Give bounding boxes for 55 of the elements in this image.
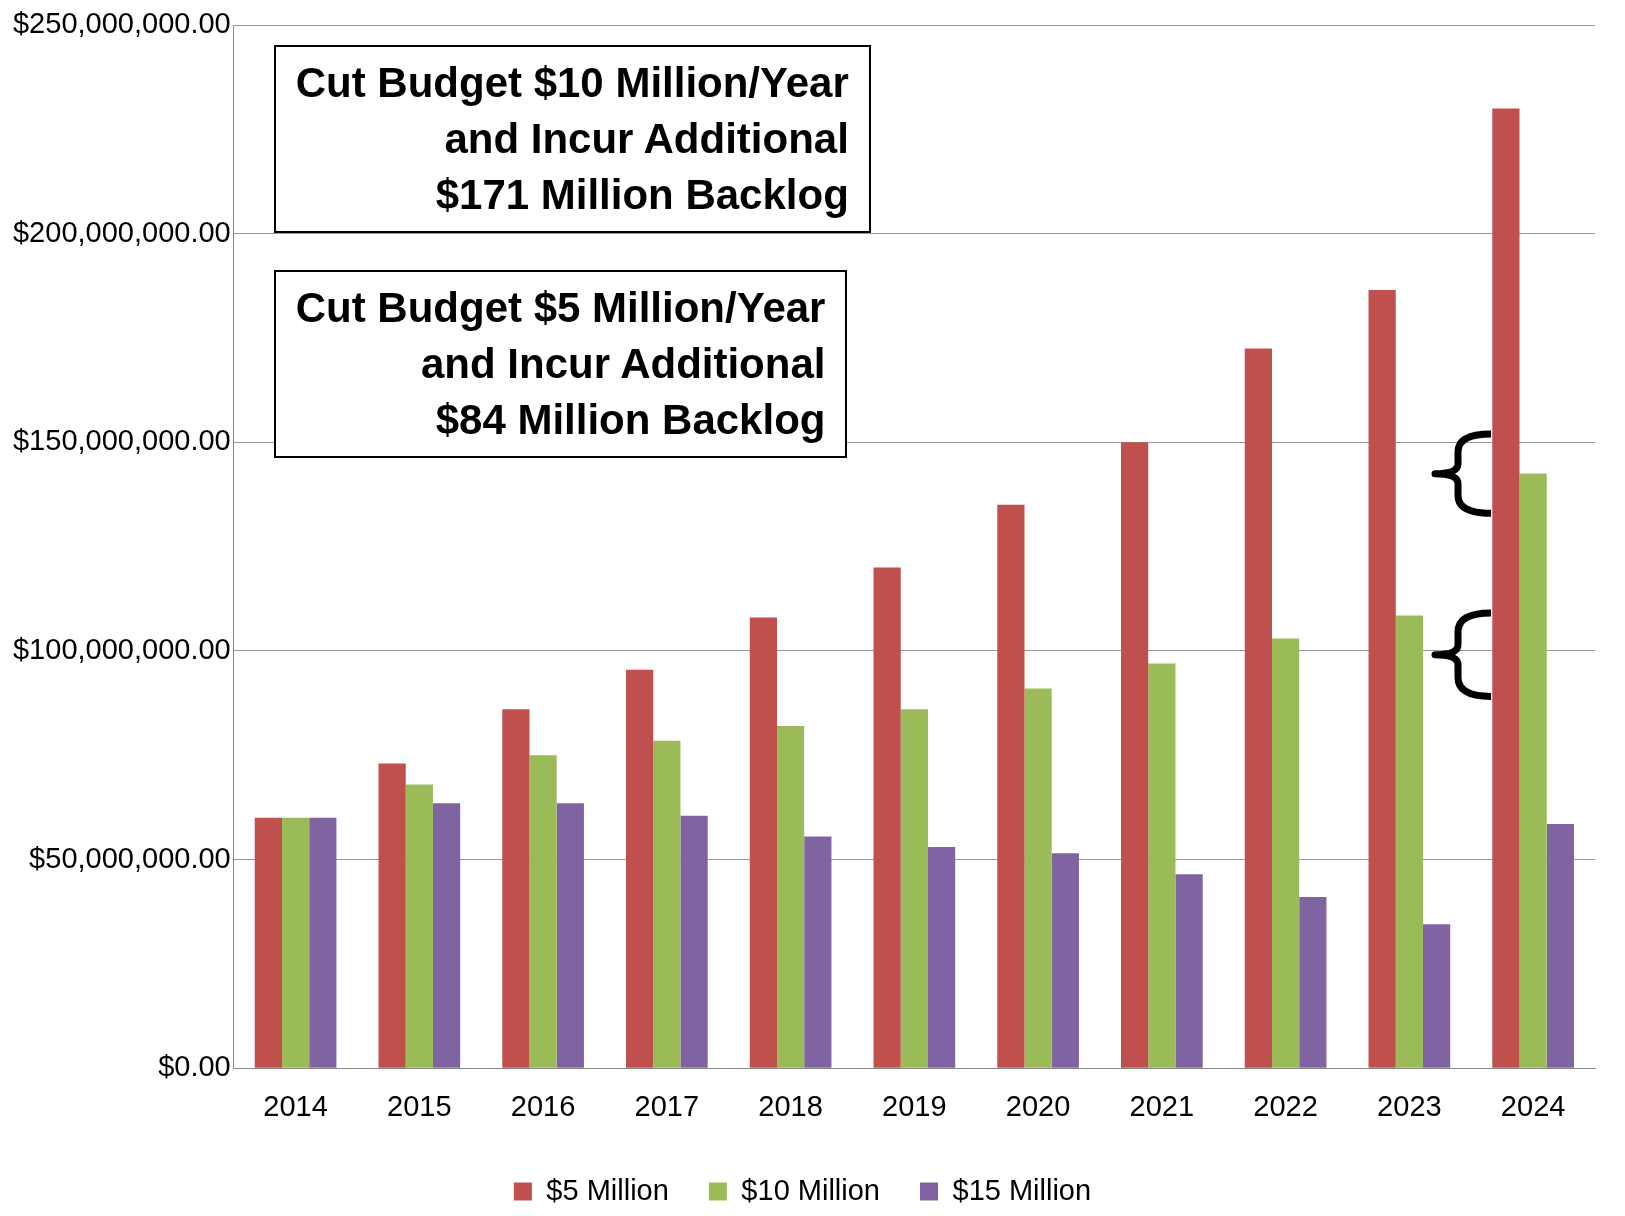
bar — [502, 709, 530, 1068]
x-tick-label: 2019 — [882, 1089, 947, 1122]
bar — [1024, 688, 1052, 1068]
bar — [626, 669, 654, 1068]
x-tick-label: 2024 — [1500, 1089, 1566, 1122]
bar — [281, 817, 310, 1068]
y-tick-label: $0.00 — [158, 1050, 231, 1083]
bar — [1121, 442, 1149, 1068]
x-tick-label: 2018 — [758, 1089, 823, 1122]
x-tick-label: 2023 — [1377, 1089, 1442, 1122]
y-tick-label: $150,000,000.00 — [12, 424, 231, 457]
bar — [378, 763, 406, 1068]
bar — [1395, 615, 1423, 1068]
x-tick-label: 2016 — [510, 1089, 576, 1122]
x-tick-label: 2020 — [1005, 1089, 1071, 1122]
bar — [804, 836, 832, 1068]
bar — [529, 755, 557, 1068]
bar — [1368, 289, 1396, 1068]
y-tick-label: $100,000,000.00 — [12, 632, 231, 665]
bar — [556, 803, 584, 1068]
y-tick-label: $50,000,000.00 — [29, 841, 231, 874]
y-tick-label: $250,000,000.00 — [12, 7, 231, 39]
bar — [749, 617, 777, 1068]
bar — [1244, 348, 1272, 1068]
bar — [309, 817, 337, 1068]
bar — [1272, 638, 1300, 1068]
bar — [776, 726, 805, 1068]
bar — [1299, 897, 1327, 1068]
annotation: Cut Budget $10 Million/Year and Incur Additional $171 Million Backlog — [273, 45, 871, 233]
bar — [680, 815, 708, 1068]
bar — [432, 803, 461, 1068]
legend-label: $10 Million — [741, 1173, 881, 1206]
annotation: Cut Budget $5 Million/Year and Incur Additional $84 Million Backlog — [273, 270, 848, 458]
x-tick-label: 2014 — [263, 1089, 328, 1122]
bar — [1051, 853, 1079, 1068]
bar — [254, 817, 282, 1068]
x-tick-label: 2021 — [1129, 1089, 1195, 1122]
bar — [1519, 473, 1547, 1068]
legend-label: $5 Million — [546, 1173, 669, 1206]
bar — [1492, 108, 1520, 1068]
bar — [997, 504, 1025, 1068]
bar — [927, 847, 956, 1068]
x-tick-label: 2022 — [1253, 1089, 1318, 1122]
bar — [1422, 924, 1451, 1068]
bar — [1546, 824, 1574, 1068]
bar — [653, 740, 681, 1068]
y-tick-label: $200,000,000.00 — [12, 215, 231, 248]
bar — [900, 709, 928, 1068]
bar — [873, 567, 901, 1068]
bar — [1175, 874, 1203, 1068]
bar — [1148, 663, 1176, 1068]
bar — [405, 784, 433, 1068]
x-tick-label: 2015 — [387, 1089, 452, 1122]
legend-label: $15 Million — [952, 1173, 1092, 1206]
x-tick-label: 2017 — [634, 1089, 700, 1122]
